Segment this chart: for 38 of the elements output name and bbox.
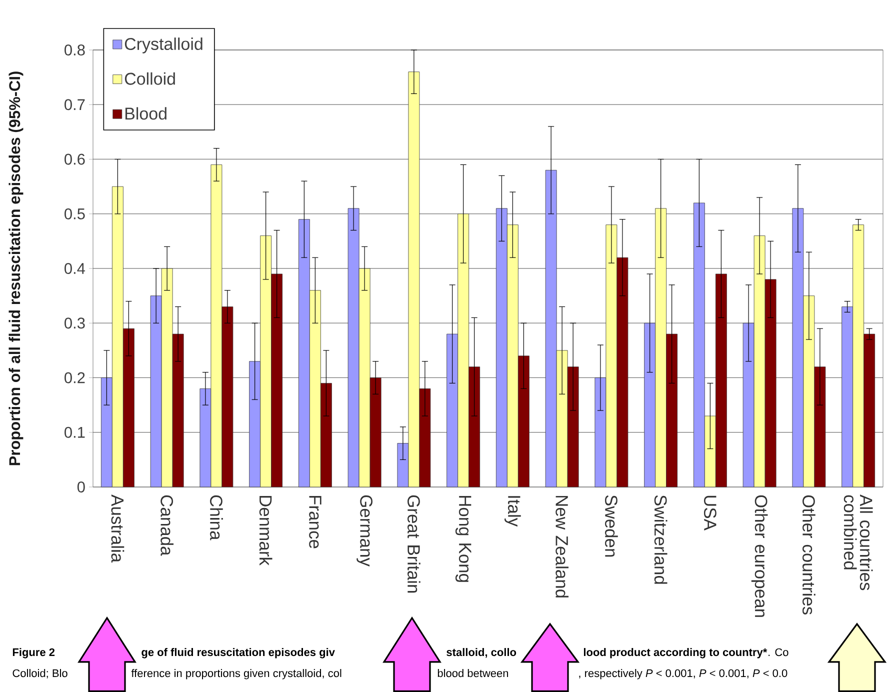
x-tick-label: Australia [111,494,124,563]
x-tick-label: Sweden [605,495,618,557]
text: blood between [438,669,508,678]
text: . Co [768,648,788,656]
text: Colloid; Blo [12,669,68,678]
x-tick-label: Denmark [259,496,272,566]
x-tick-label: Hong Kong [455,496,472,582]
x-tick-label: All countries combined [844,494,873,590]
text: , respectively P < 0.001, P < 0.001, P < 0.0 [579,669,788,680]
legend-label: Colloid [124,72,175,85]
x-tick-label: New Zealand [556,496,568,598]
x-tick-label: Other countries [802,495,816,614]
x-tick-label: France [309,496,322,548]
y-tick-label: 0.3 [64,318,85,329]
text: ge of fluid resuscitation episodes giv [142,648,335,658]
text: stalloid, collo [446,648,516,658]
x-tick-label: USA [704,496,716,530]
x-tick-label: Great Britain [408,495,420,593]
legend-label: Crystalloid [124,38,202,54]
x-tick-label: Switzerland [654,495,668,584]
y-tick-label: 0 [77,482,85,492]
x-tick-label: Other european [751,495,768,617]
legend-label: Blood [125,107,166,120]
y-tick-label: 0.4 [64,263,86,274]
y-tick-label: 0.1 [64,426,85,438]
y-tick-label: 0.6 [64,154,85,165]
y-tick-label: 0.2 [64,372,85,384]
text: lood product according to country* [584,648,768,658]
x-tick-label: Italy [504,496,521,527]
caption: Figure 2 [12,648,55,658]
x-tick-label: China [210,495,223,540]
y-tick-label: 0.5 [64,208,85,220]
y-tick-label: 0.7 [64,99,85,110]
x-tick-label: Germany [356,495,372,566]
x-tick-label: Canada [160,495,174,556]
text: fference in proportions given crystalloid, col [131,669,342,680]
y-axis-title: Proportion of all fluid resuscitation episodes (95%-CI) [8,72,24,466]
y-tick-label: 0.8 [64,44,85,56]
